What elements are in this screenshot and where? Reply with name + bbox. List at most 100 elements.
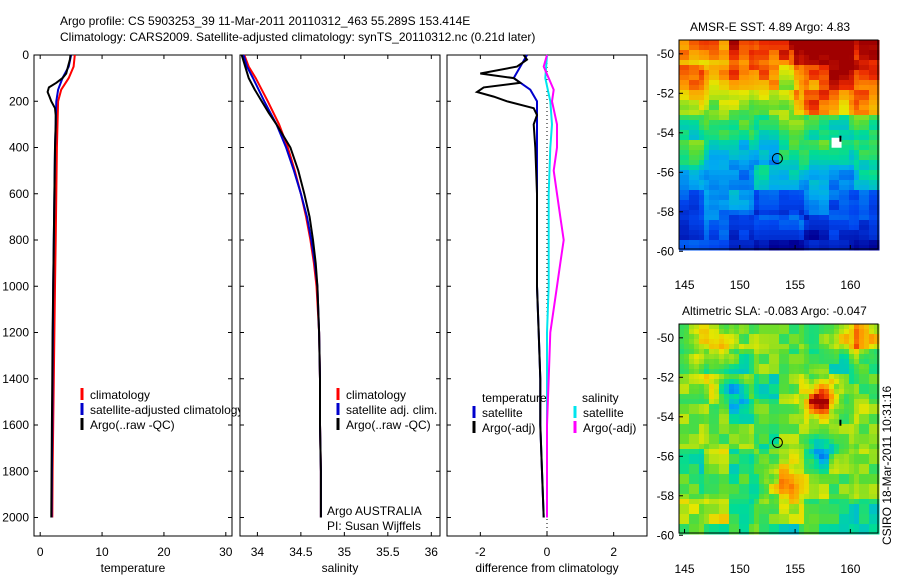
heatmap-cell (734, 384, 740, 390)
heatmap-cell (749, 479, 755, 485)
heatmap-cell (764, 185, 770, 191)
heatmap-cell (754, 469, 760, 475)
heatmap-cell (869, 225, 875, 231)
heatmap-cell (774, 145, 780, 151)
heatmap-cell (699, 150, 705, 156)
heatmap-cell (869, 409, 875, 415)
heatmap-cell (829, 105, 835, 111)
heatmap-cell (709, 524, 715, 530)
heatmap-cell (744, 175, 750, 181)
heatmap-cell (794, 469, 800, 475)
heatmap-cell (829, 404, 835, 410)
heatmap-cell (734, 65, 740, 71)
heatmap-cell (774, 449, 780, 455)
heatmap-cell (734, 334, 740, 340)
heatmap-cell (784, 75, 790, 81)
heatmap-cell (689, 459, 695, 465)
heatmap-cell (804, 359, 810, 365)
heatmap-cell (874, 384, 880, 390)
heatmap-cell (689, 389, 695, 395)
heatmap-cell (794, 489, 800, 495)
heatmap-cell (719, 205, 725, 211)
heatmap-cell (774, 90, 780, 96)
heatmap-cell (799, 40, 805, 46)
heatmap-cell (724, 75, 730, 81)
heatmap-cell (784, 105, 790, 111)
heatmap-cell (679, 105, 685, 111)
heatmap-cell (819, 529, 825, 535)
heatmap-cell (684, 225, 690, 231)
heatmap-cell (854, 205, 860, 211)
heatmap-cell (739, 90, 745, 96)
heatmap-cell (749, 484, 755, 490)
heatmap-cell (874, 414, 880, 420)
heatmap-cell (769, 494, 775, 500)
heatmap-cell (799, 140, 805, 146)
heatmap-cell (699, 409, 705, 415)
heatmap-cell (739, 409, 745, 415)
heatmap-cell (869, 419, 875, 425)
heatmap-cell (824, 479, 830, 485)
heatmap-cell (719, 349, 725, 355)
heatmap-cell (729, 494, 735, 500)
heatmap-cell (694, 334, 700, 340)
heatmap-cell (804, 140, 810, 146)
heatmap-cell (799, 529, 805, 535)
heatmap-cell (764, 75, 770, 81)
heatmap-cell (779, 180, 785, 186)
heatmap-cell (804, 90, 810, 96)
heatmap-cell (729, 454, 735, 460)
heatmap-cell (819, 55, 825, 61)
heatmap-cell (744, 75, 750, 81)
heatmap-cell (824, 399, 830, 405)
heatmap-cell (854, 334, 860, 340)
heatmap-cell (829, 379, 835, 385)
heatmap-cell (689, 60, 695, 66)
heatmap-cell (819, 349, 825, 355)
heatmap-cell (754, 100, 760, 106)
heatmap-cell (759, 399, 765, 405)
heatmap-cell (774, 130, 780, 136)
heatmap-cell (834, 529, 840, 535)
heatmap-cell (869, 105, 875, 111)
heatmap-cell (814, 165, 820, 171)
heatmap-cell (864, 160, 870, 166)
heatmap-cell (794, 80, 800, 86)
heatmap-cell (784, 45, 790, 51)
heatmap-cell (744, 489, 750, 495)
heatmap-cell (734, 359, 740, 365)
heatmap-cell (729, 449, 735, 455)
heatmap-cell (694, 354, 700, 360)
heatmap-cell (824, 379, 830, 385)
heatmap-cell (789, 135, 795, 141)
heatmap-cell (854, 409, 860, 415)
heatmap-cell (769, 135, 775, 141)
heatmap-cell (769, 40, 775, 46)
heatmap-cell (804, 454, 810, 460)
heatmap-cell (809, 374, 815, 380)
heatmap-cell (844, 434, 850, 440)
heatmap-cell (714, 155, 720, 161)
heatmap-cell (829, 469, 835, 475)
heatmap-cell (719, 245, 725, 251)
heatmap-cell (684, 439, 690, 445)
heatmap-cell (849, 524, 855, 530)
heatmap-cell (714, 529, 720, 535)
heatmap-cell (734, 494, 740, 500)
heatmap-cell (839, 444, 845, 450)
heatmap-cell (729, 100, 735, 106)
heatmap-cell (774, 215, 780, 221)
heatmap-cell (874, 454, 880, 460)
heatmap-cell (684, 210, 690, 216)
heatmap-cell (849, 344, 855, 350)
heatmap-cell (704, 334, 710, 340)
heatmap-cell (819, 474, 825, 480)
heatmap-cell (789, 454, 795, 460)
heatmap-cell (749, 514, 755, 520)
heatmap-cell (779, 349, 785, 355)
heatmap-cell (874, 409, 880, 415)
heatmap-cell (714, 45, 720, 51)
heatmap-cell (829, 439, 835, 445)
heatmap-cell (734, 439, 740, 445)
heatmap-cell (689, 200, 695, 206)
